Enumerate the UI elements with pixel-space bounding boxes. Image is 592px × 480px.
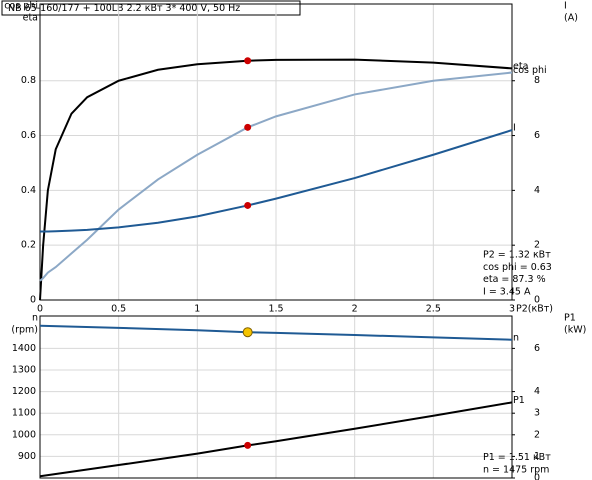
y-tick-label: 0 [30,295,36,306]
series-line [39,401,513,478]
annotation: P1 = 1.51 кВт [483,452,551,463]
operating-point [244,123,252,131]
series-label: n [513,332,519,343]
annotation: cos phi = 0.63 [483,262,552,273]
y2-tick-label: 0 [534,295,540,306]
y2-tick-label: 2 [534,429,540,440]
x-tick-label: 2.5 [426,304,441,315]
y2-tick-label: 4 [534,185,540,196]
y2-axis-label: (A) [564,13,578,24]
x-tick-label: 2 [352,304,358,315]
y2-axis-label: I [564,1,567,12]
annotation: I = 3.45 A [483,287,531,298]
series-line [39,58,513,301]
series-label: P1 [513,395,525,406]
operating-point [242,327,253,338]
operating-point [244,57,252,65]
y2-axis-label: P1 [564,313,576,324]
operating-point [244,441,252,449]
y-tick-label: 0.6 [21,130,36,141]
annotation: P2 = 1.32 кВт [483,250,551,261]
series-line [39,71,513,282]
y2-axis-label: (kW) [564,325,586,336]
series-label: I [513,123,516,134]
y-axis-label: (rpm) [11,325,38,336]
y2-tick-label: 0 [534,473,540,480]
y-tick-label: 1300 [12,365,36,376]
series-line [40,129,513,233]
annotation: n = 1475 rpm [483,465,549,476]
y2-tick-label: 4 [534,386,540,397]
series-label: cos phi [513,65,547,76]
y-tick-label: 900 [18,451,36,462]
y2-tick-label: 1 [534,451,540,462]
y-tick-label: 1400 [12,343,36,354]
y2-tick-label: 6 [534,130,540,141]
plot-frame [39,3,513,301]
y2-tick-label: 6 [534,343,540,354]
y-tick-label: 1200 [12,386,36,397]
y-axis-label: n [32,313,38,324]
y2-tick-label: 2 [534,240,540,251]
operating-point [244,201,252,209]
series-label: eta [513,61,528,72]
series-line [39,324,513,341]
y-axis-label: cos phi [4,1,38,12]
y2-tick-label: 8 [534,75,540,86]
x-tick-label: 0.5 [111,304,126,315]
x-tick-label: 1.5 [268,304,283,315]
y2-tick-label: 3 [534,408,540,419]
plot-frame [39,315,513,479]
y-tick-label: 0.4 [21,185,36,196]
y-axis-label: eta [23,13,38,24]
y-tick-label: 0.8 [21,75,36,86]
y-tick-label: 1000 [12,429,36,440]
chart-title: NB 65-160/177 + 100LB 2.2 кВт 3* 400 V, … [8,3,240,14]
x-tick-label: 1 [194,304,200,315]
x-tick-label: 0 [37,304,43,315]
annotation: eta = 87.3 % [483,274,546,285]
x-tick-label: 3 [509,304,515,315]
x-axis-label: P2(кВт) [516,304,553,315]
y-tick-label: 0.2 [21,240,36,251]
y-tick-label: 1100 [12,408,36,419]
